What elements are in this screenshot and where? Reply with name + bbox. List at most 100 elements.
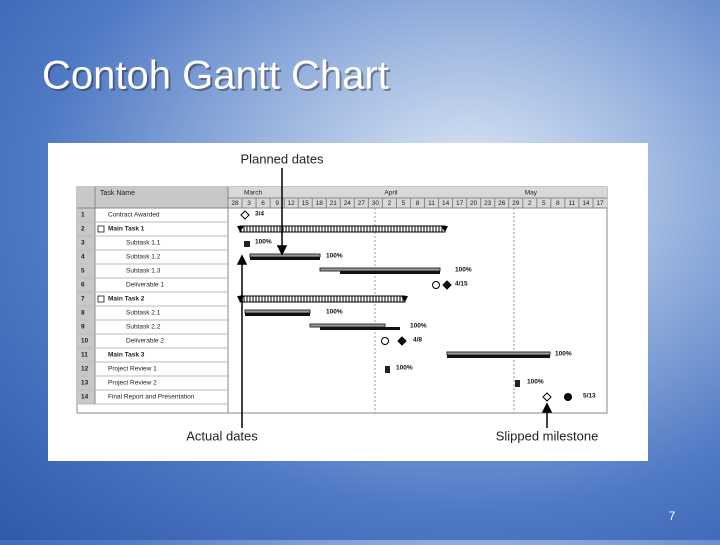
annotation: Actual dates: [186, 428, 258, 443]
milestone: [397, 336, 407, 346]
task-name: Subtask 2.1: [126, 310, 161, 317]
day-label: 26: [498, 200, 506, 207]
arrow-head: [236, 254, 248, 265]
task-name: Main Task 1: [108, 226, 145, 233]
month-label: April: [384, 190, 398, 197]
gantt-bar: [244, 309, 311, 314]
day-label: 17: [596, 200, 604, 207]
row-id: 11: [81, 352, 88, 359]
bar-label: 5/13: [583, 393, 596, 400]
day-label: 15: [302, 200, 310, 207]
day-label: 8: [416, 200, 420, 207]
arrow-head: [541, 402, 553, 413]
bar-label: 100%: [396, 365, 413, 372]
gantt-bar: [249, 253, 321, 258]
day-label: 23: [484, 200, 492, 207]
bar-label: 100%: [555, 351, 572, 358]
row-id: 4: [81, 254, 85, 261]
collapse-box: [97, 225, 105, 233]
day-label: 5: [402, 200, 406, 207]
month-label: March: [244, 190, 262, 197]
day-label: 2: [388, 200, 392, 207]
task-name: Subtask 1.3: [126, 268, 161, 275]
gantt-bar: [250, 257, 320, 260]
task-name: Final Report and Presentation: [108, 394, 195, 401]
title-shadow: Contoh Gantt Chart: [44, 56, 391, 100]
gantt-bar: [239, 295, 406, 303]
day-label: 24: [344, 200, 352, 207]
bar-label: 100%: [255, 239, 272, 246]
row-id: 2: [81, 226, 85, 233]
row-id: 9: [81, 324, 85, 331]
bar-label: 100%: [326, 253, 343, 260]
gantt-bar: [446, 351, 551, 356]
arrows: [236, 168, 553, 428]
day-label: 21: [330, 200, 338, 207]
day-label: 5: [542, 200, 546, 207]
gantt-bar: [385, 366, 390, 373]
gantt-bar: [340, 271, 440, 274]
task-name: Subtask 1.2: [126, 254, 161, 261]
milestone: [240, 210, 250, 220]
gantt-bar: [320, 327, 400, 330]
bar-label: 100%: [455, 267, 472, 274]
arrow-head: [276, 245, 288, 256]
day-label: 11: [428, 200, 435, 207]
bar-label: 100%: [410, 323, 427, 330]
row-id: 13: [81, 380, 89, 387]
collapse-box: [97, 295, 105, 303]
day-label: 11: [569, 200, 576, 207]
month-label: May: [525, 190, 538, 197]
task-name: Deliverable 2: [126, 338, 164, 345]
gantt-bar: [244, 241, 250, 247]
day-label: 20: [470, 200, 478, 207]
table-header: [77, 187, 228, 208]
task-name: Project Review 2: [108, 380, 157, 387]
day-label: 14: [582, 200, 590, 207]
bar-label: 4/15: [455, 281, 468, 288]
task-name: Subtask 1.1: [126, 240, 161, 247]
day-label: 17: [456, 200, 464, 207]
title: Contoh Gantt Chart: [42, 54, 389, 98]
row-id: 12: [81, 366, 89, 373]
annotation: Planned dates: [240, 151, 324, 166]
day-label: 6: [261, 200, 265, 207]
gantt-bar: [319, 267, 441, 272]
day-label: 14: [442, 200, 450, 207]
day-label: 2: [528, 200, 532, 207]
row-id: 1: [81, 212, 85, 219]
day-label: 8: [556, 200, 560, 207]
bar-label: 100%: [527, 379, 544, 386]
gantt-bar: [515, 380, 520, 387]
day-label: 3: [247, 200, 251, 207]
bar-label: 4/8: [413, 337, 422, 344]
gantt-bar: [309, 323, 386, 328]
summary-end: [441, 226, 448, 232]
row-id: 3: [81, 240, 85, 247]
page-number: 7: [669, 509, 676, 523]
summary-end: [237, 226, 244, 232]
task-name: Main Task 2: [108, 296, 145, 303]
row-id: 5: [81, 268, 85, 275]
milestone: [564, 393, 572, 401]
day-label: 18: [316, 200, 324, 207]
milestone: [381, 337, 389, 345]
task-name: Subtask 2.2: [126, 324, 161, 331]
day-label: 30: [372, 200, 380, 207]
milestone: [442, 280, 452, 290]
bar-label: 3/4: [255, 211, 264, 218]
task-name: Contract Awarded: [108, 212, 160, 219]
gantt-bar: [245, 313, 310, 316]
day-label: 28: [231, 200, 239, 207]
row-id: 10: [81, 338, 89, 345]
annotation: Slipped milestone: [496, 428, 599, 443]
row-id: 14: [81, 394, 89, 401]
row-id: 7: [81, 296, 85, 303]
milestone: [432, 281, 440, 289]
day-label: 29: [512, 200, 520, 207]
bar-label: 100%: [326, 309, 343, 316]
day-label: 12: [288, 200, 296, 207]
